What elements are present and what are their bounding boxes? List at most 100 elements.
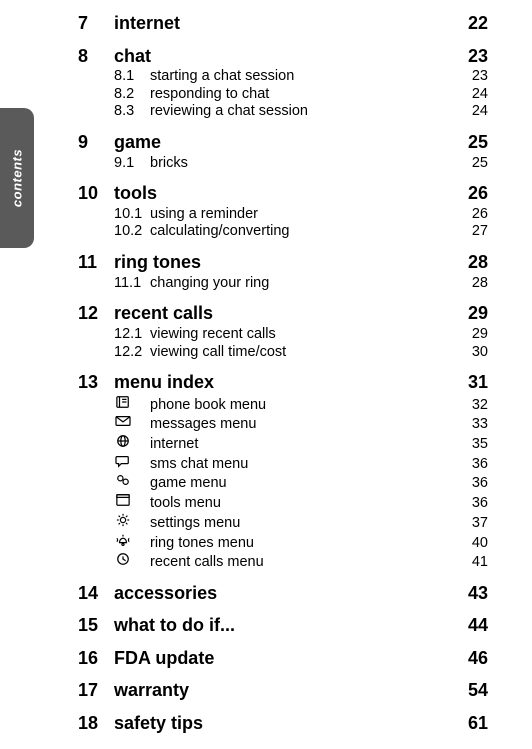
section-page: 31 — [468, 371, 488, 394]
section-number: 15 — [78, 614, 114, 637]
sub-title: settings menu — [150, 515, 472, 533]
toc-sub-row: 10.2calculating/converting27 — [78, 223, 488, 241]
section-title: ring tones — [114, 251, 468, 274]
sub-title: starting a chat session — [150, 68, 472, 86]
toc-sub-row: internet35 — [78, 434, 488, 454]
sub-title: bricks — [150, 155, 472, 173]
sub-list: 9.1bricks25 — [78, 155, 488, 173]
section-number: 9 — [78, 131, 114, 154]
toc-sub-row: 8.2responding to chat24 — [78, 86, 488, 104]
toc-sub-row: recent calls menu41 — [78, 552, 488, 572]
sub-number: 10.2 — [114, 223, 150, 241]
sub-number: 9.1 — [114, 155, 150, 173]
sub-title: phone book menu — [150, 397, 472, 415]
toc-section: 9game259.1bricks25 — [78, 131, 488, 172]
sub-title: calculating/converting — [150, 223, 472, 241]
sub-page: 29 — [472, 326, 488, 344]
toc-section-head: 18safety tips61 — [78, 712, 488, 735]
section-number: 13 — [78, 371, 114, 394]
section-page: 43 — [468, 582, 488, 605]
sub-page: 36 — [472, 495, 488, 513]
sub-title: recent calls menu — [150, 554, 472, 572]
sub-title: responding to chat — [150, 86, 472, 104]
sub-number: 8.2 — [114, 86, 150, 104]
messages-icon — [114, 414, 150, 428]
sub-title: changing your ring — [150, 275, 472, 293]
internet-icon — [114, 434, 150, 448]
toc-section-head: 16FDA update46 — [78, 647, 488, 670]
toc-sub-row: 11.1changing your ring28 — [78, 275, 488, 293]
toc-section: 17warranty54 — [78, 679, 488, 702]
sub-page: 33 — [472, 416, 488, 434]
section-number: 11 — [78, 251, 114, 274]
section-number: 16 — [78, 647, 114, 670]
sub-number: 8.3 — [114, 103, 150, 121]
side-tab-label: contents — [10, 149, 25, 207]
sub-page: 37 — [472, 515, 488, 533]
sub-title: viewing call time/cost — [150, 344, 472, 362]
sub-list: 12.1viewing recent calls2912.2viewing ca… — [78, 326, 488, 361]
toc-section: 13menu index31phone book menu32messages … — [78, 371, 488, 572]
sub-title: reviewing a chat session — [150, 103, 472, 121]
section-title: recent calls — [114, 302, 468, 325]
toc-section-head: 10tools26 — [78, 182, 488, 205]
section-number: 10 — [78, 182, 114, 205]
toc-sub-row: 8.3reviewing a chat session24 — [78, 103, 488, 121]
toc-sub-row: 12.1viewing recent calls29 — [78, 326, 488, 344]
toc-sub-row: 12.2viewing call time/cost30 — [78, 344, 488, 362]
section-title: game — [114, 131, 468, 154]
toc-section: 8chat238.1starting a chat session238.2re… — [78, 45, 488, 122]
settings-icon — [114, 513, 150, 527]
section-title: FDA update — [114, 647, 468, 670]
toc-section: 7internet22 — [78, 12, 488, 35]
toc-section-head: 12recent calls29 — [78, 302, 488, 325]
sub-list: 10.1using a reminder2610.2calculating/co… — [78, 206, 488, 241]
toc-sub-row: game menu36 — [78, 473, 488, 493]
sub-title: tools menu — [150, 495, 472, 513]
toc-section: 15what to do if...44 — [78, 614, 488, 637]
toc-sub-row: 9.1bricks25 — [78, 155, 488, 173]
section-number: 14 — [78, 582, 114, 605]
section-title: accessories — [114, 582, 468, 605]
sub-page: 36 — [472, 456, 488, 474]
section-page: 44 — [468, 614, 488, 637]
sub-page: 32 — [472, 397, 488, 415]
toc-sub-row: 10.1using a reminder26 — [78, 206, 488, 224]
sub-number: 12.1 — [114, 326, 150, 344]
section-page: 29 — [468, 302, 488, 325]
toc-sub-row: 8.1starting a chat session23 — [78, 68, 488, 86]
side-tab: contents — [0, 108, 34, 248]
toc-section-head: 8chat23 — [78, 45, 488, 68]
sub-page: 25 — [472, 155, 488, 173]
toc-section-head: 7internet22 — [78, 12, 488, 35]
sub-number: 11.1 — [114, 275, 150, 293]
toc-section-head: 14accessories43 — [78, 582, 488, 605]
sub-page: 30 — [472, 344, 488, 362]
section-page: 25 — [468, 131, 488, 154]
sub-title: messages menu — [150, 416, 472, 434]
toc-section-head: 13menu index31 — [78, 371, 488, 394]
toc-section-head: 11ring tones28 — [78, 251, 488, 274]
phonebook-icon — [114, 395, 150, 409]
section-number: 8 — [78, 45, 114, 68]
sub-page: 28 — [472, 275, 488, 293]
section-title: internet — [114, 12, 468, 35]
smschat-icon — [114, 454, 150, 468]
sub-title: internet — [150, 436, 472, 454]
section-title: tools — [114, 182, 468, 205]
section-title: menu index — [114, 371, 468, 394]
section-number: 17 — [78, 679, 114, 702]
section-number: 18 — [78, 712, 114, 735]
sub-list: 11.1changing your ring28 — [78, 275, 488, 293]
section-page: 22 — [468, 12, 488, 35]
section-number: 7 — [78, 12, 114, 35]
sub-title: using a reminder — [150, 206, 472, 224]
section-page: 54 — [468, 679, 488, 702]
toc-section: 10tools2610.1using a reminder2610.2calcu… — [78, 182, 488, 241]
sub-page: 40 — [472, 535, 488, 553]
toc-section-head: 17warranty54 — [78, 679, 488, 702]
sub-title: sms chat menu — [150, 456, 472, 474]
sub-list: phone book menu32messages menu33internet… — [78, 395, 488, 572]
recentcalls-icon — [114, 552, 150, 566]
toc-sub-row: sms chat menu36 — [78, 454, 488, 474]
